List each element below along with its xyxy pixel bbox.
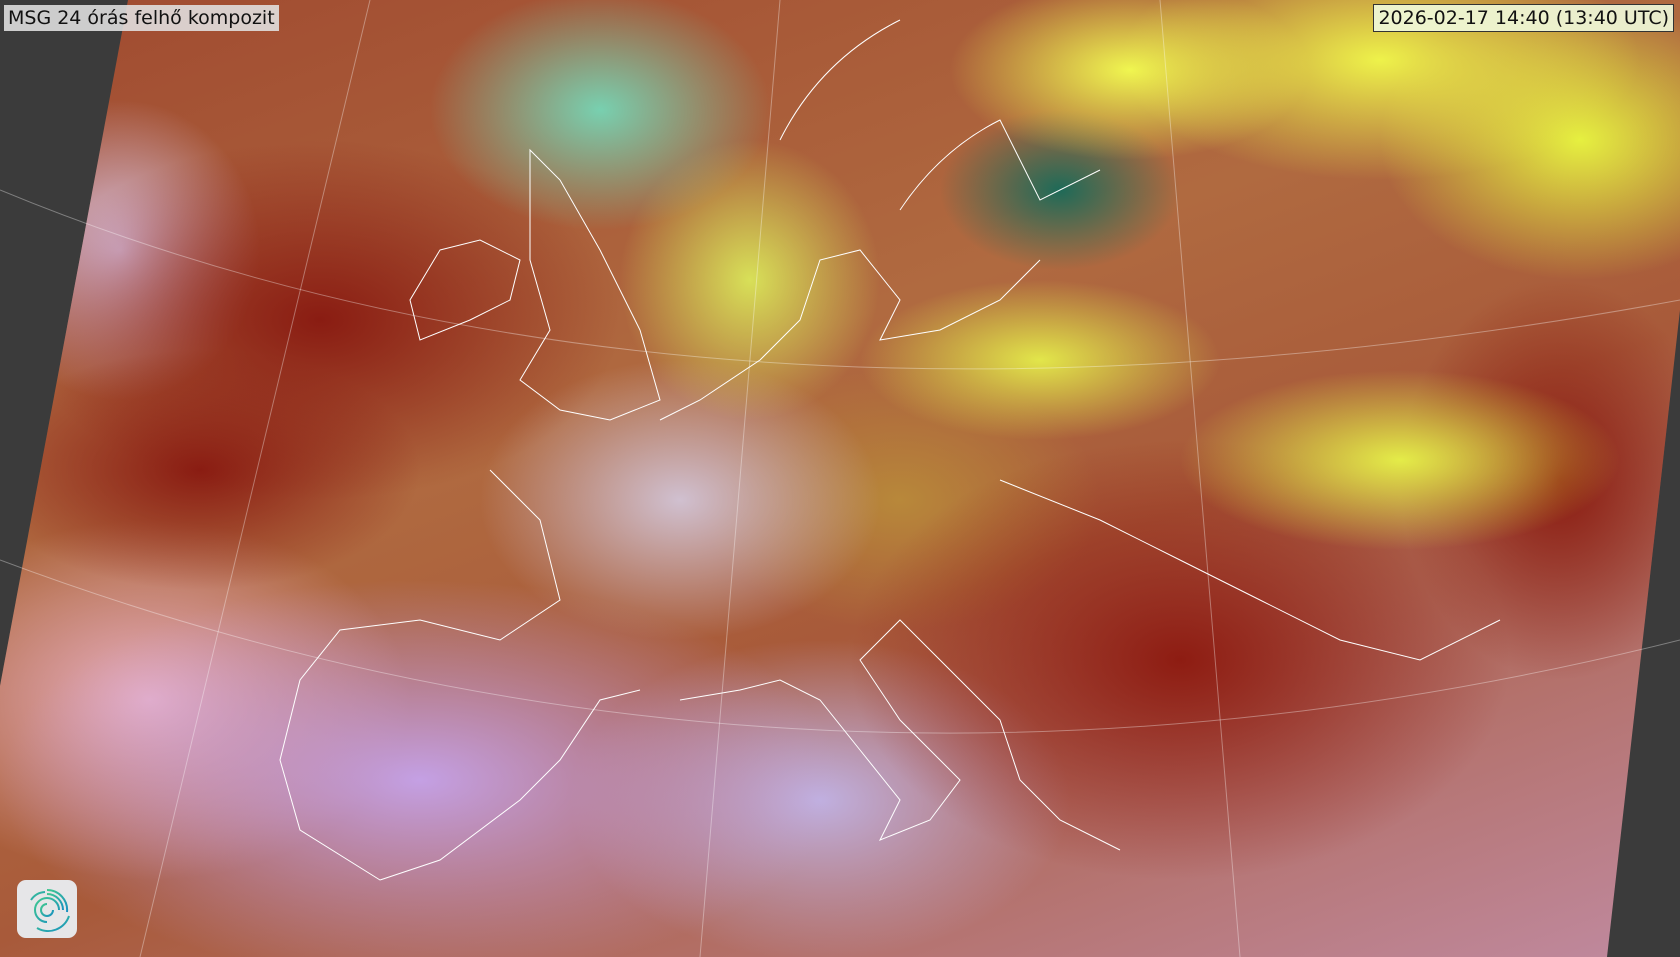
spiral-logo-icon — [30, 888, 70, 933]
coastlines — [279, 19, 1501, 881]
timestamp-label: 2026-02-17 14:40 (13:40 UTC) — [1373, 4, 1674, 32]
composite-title: MSG 24 órás felhő kompozit — [4, 5, 279, 31]
logo[interactable] — [17, 880, 77, 938]
